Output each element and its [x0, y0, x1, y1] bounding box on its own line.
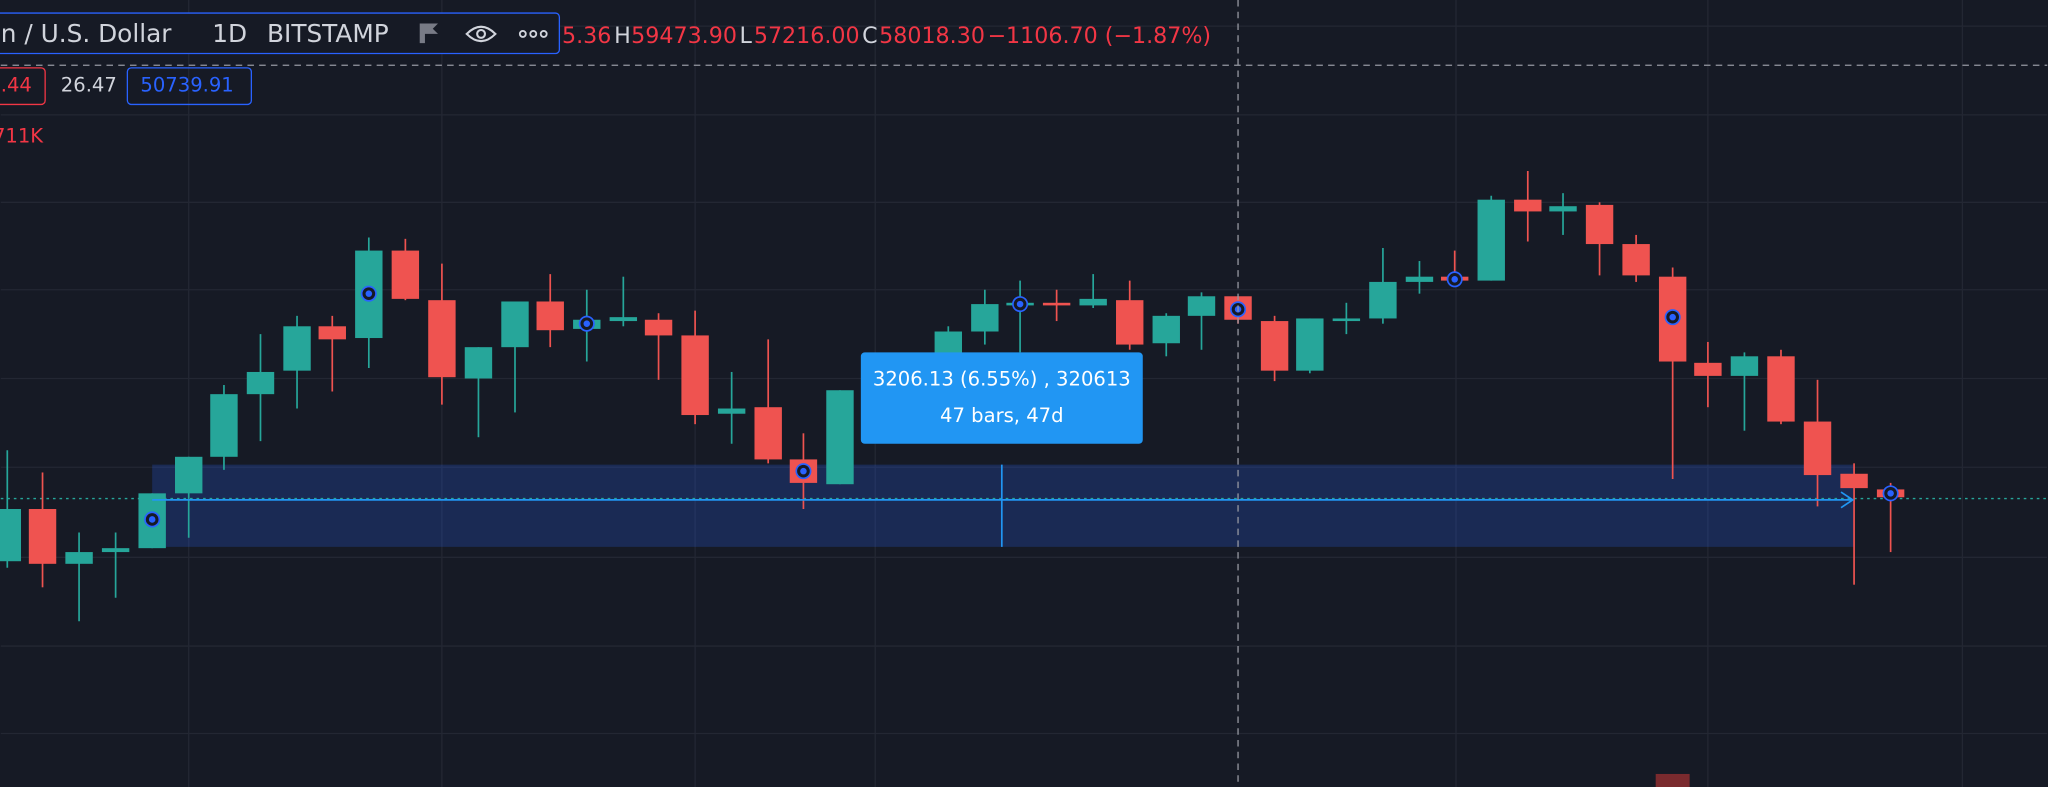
arrow-head [1840, 491, 1855, 509]
eye-icon[interactable] [465, 25, 497, 43]
candle-body [1079, 298, 1107, 306]
candle-body [0, 509, 21, 562]
candle-body [1042, 302, 1071, 306]
candle-body [1549, 206, 1577, 212]
candle-body [283, 326, 311, 371]
marker-dot [1016, 300, 1024, 308]
measure-label: 3206.13 (6.55%) , 320613 [873, 367, 1131, 390]
candle-body [501, 301, 529, 348]
candles [0, 170, 1905, 622]
candle-body [464, 347, 493, 379]
marker-dot [365, 290, 373, 297]
low-label: L [739, 23, 752, 49]
exchange: BITSTAMP [267, 19, 389, 48]
candle-body [1332, 318, 1361, 322]
candle-body [644, 319, 673, 336]
candle-body [1260, 321, 1289, 371]
candle-body [28, 509, 57, 564]
candle-body [536, 301, 564, 331]
candle-body [246, 371, 275, 395]
measure-bars: 47 bars, 47d [940, 404, 1064, 427]
volume-value: 711K [0, 125, 44, 148]
more-icon[interactable] [518, 30, 548, 38]
candle-body [1585, 204, 1614, 245]
candle-body [1622, 244, 1650, 276]
candle-body [1694, 362, 1722, 376]
candle-body [1514, 199, 1542, 212]
candle-body [1116, 300, 1144, 345]
change: −1106.70 (−1.87%) [987, 23, 1211, 49]
close-label: C [862, 23, 877, 49]
candle-body [754, 407, 782, 460]
marker-dot [1669, 313, 1676, 321]
marker-dot [1451, 276, 1458, 283]
candle-body [1405, 276, 1434, 282]
measure-tooltip [860, 352, 1143, 444]
candle-body [1296, 318, 1324, 371]
close-value: 58018.30 [879, 23, 985, 49]
candle-body [101, 548, 130, 553]
candle-body [391, 250, 420, 299]
candle-body [717, 408, 746, 414]
symbol: n / U.S. Dollar [1, 19, 173, 48]
marker-dot [800, 467, 807, 475]
interval: 1D [212, 19, 247, 48]
marker-dot [1887, 490, 1894, 497]
candle-body [428, 300, 456, 378]
candle-body [934, 331, 963, 355]
candle-body [1840, 473, 1868, 489]
date-price-range[interactable] [152, 464, 1855, 547]
indicator-second: 26.47 [61, 74, 117, 97]
flag-icon[interactable] [419, 23, 438, 44]
candle-body [1369, 281, 1397, 319]
eye-pupil [476, 28, 487, 39]
candle-body [1477, 199, 1505, 281]
indicator-first: .44 [1, 74, 32, 97]
candle-body [210, 394, 238, 457]
candle-body [971, 304, 999, 332]
candle-body [681, 335, 709, 416]
high-value: 59473.90 [631, 23, 737, 49]
volume-bar [1655, 773, 1690, 787]
candle-body [609, 317, 638, 322]
candle-body [175, 456, 203, 494]
candle-body [1730, 356, 1759, 376]
candle-body [1803, 421, 1832, 476]
candle-body [65, 552, 93, 564]
indicator-third: 50739.91 [140, 74, 233, 97]
open-value: 5.36 [562, 23, 611, 49]
candle-body [1767, 356, 1795, 422]
legend-box[interactable] [0, 12, 561, 55]
candle-body [826, 390, 854, 485]
low-value: 57216.00 [754, 23, 860, 49]
candle-body [1152, 315, 1180, 344]
marker-dot [148, 516, 156, 523]
indicator-box [126, 67, 253, 106]
indicator-box [0, 67, 46, 106]
marker-dot [583, 320, 591, 327]
high-label: H [614, 23, 631, 49]
candle-body [318, 326, 346, 340]
candle-body [1187, 296, 1216, 316]
